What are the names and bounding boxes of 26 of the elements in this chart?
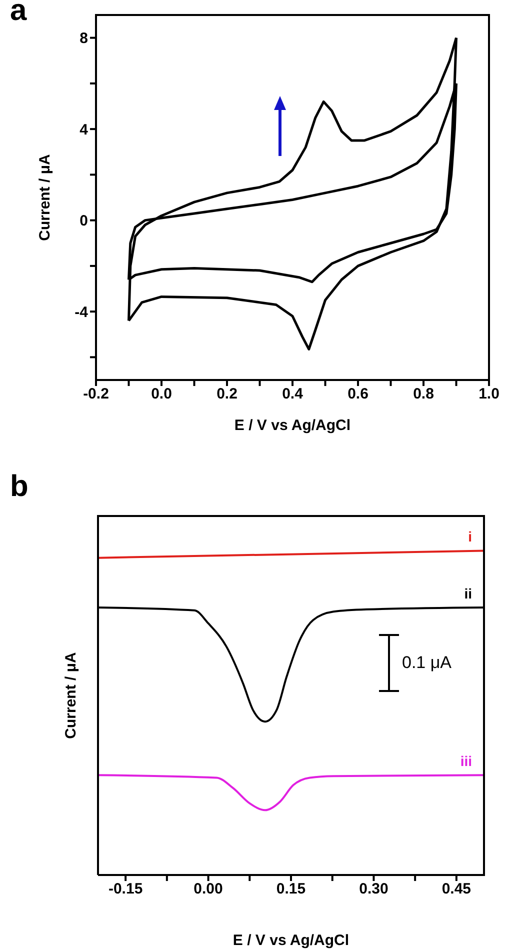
chart-title: a [10,0,27,28]
y-axis-title: Current / μA [36,154,54,241]
x-axis-title: E / V vs Ag/AgCl [232,932,350,949]
series-label: ii [464,585,472,602]
y-tick-label: 8 [80,30,88,48]
x-tick-label: 0.8 [413,386,434,403]
x-tick-label: 0.0 [151,386,172,403]
x-tick-label: 0.30 [359,880,388,898]
y-axis-title: Current / μA [62,652,80,739]
annotation: 0.1 μA [402,653,452,673]
x-tick-label: 0.00 [194,880,223,898]
x-tick-label: -0.15 [108,880,143,898]
x-tick-label: 0.6 [348,386,368,403]
x-tick-label: 0.45 [442,880,472,898]
x-axis-title: E / V vs Ag/AgCl [234,417,351,434]
x-tick-label: 0.15 [276,880,306,898]
x-tick-label: 1.0 [478,386,500,403]
y-tick-label: -4 [74,304,89,321]
x-tick-label: -0.2 [83,386,109,403]
y-tick-label: 0 [80,212,88,230]
y-tick-label: 4 [80,121,89,138]
x-tick-label: 0.4 [282,386,304,403]
series-label: i [468,528,472,545]
series-label: iii [460,753,472,770]
chart-title: b [10,470,28,504]
x-tick-label: 0.2 [216,386,238,403]
